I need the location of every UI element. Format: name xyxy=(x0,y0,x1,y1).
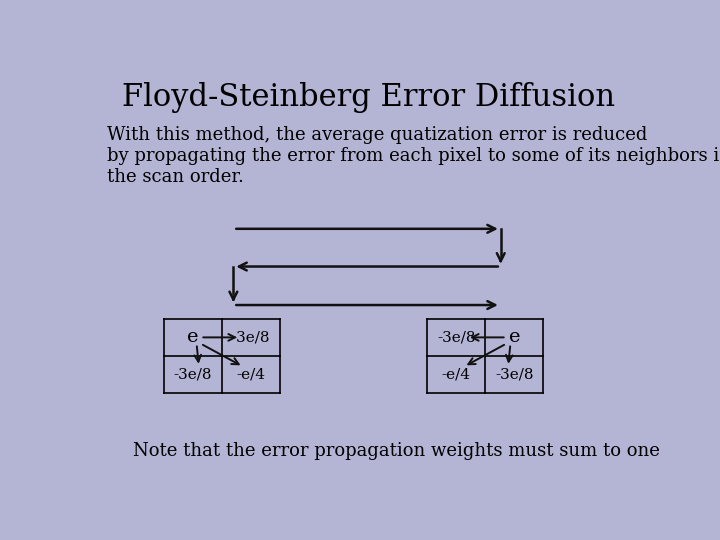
Text: e: e xyxy=(187,328,199,346)
Text: -e/4: -e/4 xyxy=(441,367,471,381)
Text: -3e/8: -3e/8 xyxy=(495,367,534,381)
Text: -3e/8: -3e/8 xyxy=(174,367,212,381)
Text: Floyd-Steinberg Error Diffusion: Floyd-Steinberg Error Diffusion xyxy=(122,82,616,113)
Text: With this method, the average quatization error is reduced
by propagating the er: With this method, the average quatizatio… xyxy=(107,126,720,186)
Text: -3e/8: -3e/8 xyxy=(232,330,270,345)
Text: Note that the error propagation weights must sum to one: Note that the error propagation weights … xyxy=(132,442,660,460)
Text: e: e xyxy=(508,328,520,346)
Text: -e/4: -e/4 xyxy=(236,367,265,381)
Text: -3e/8: -3e/8 xyxy=(437,330,475,345)
